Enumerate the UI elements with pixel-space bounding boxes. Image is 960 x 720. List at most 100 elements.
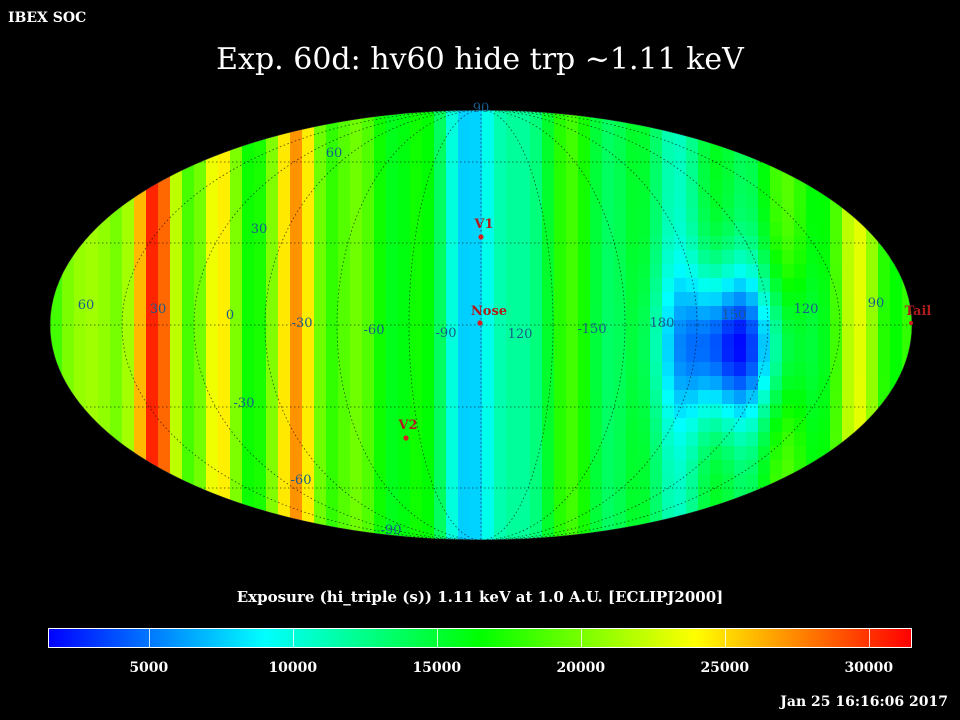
- map-cell: [686, 432, 699, 447]
- map-cell: [110, 292, 123, 307]
- map-cell: [206, 376, 219, 391]
- map-cell: [182, 488, 195, 503]
- map-cell: [842, 152, 855, 167]
- map-cell: [86, 306, 99, 321]
- map-cell: [374, 334, 387, 349]
- map-cell: [482, 222, 495, 237]
- map-cell: [158, 138, 171, 153]
- map-cell: [74, 208, 87, 223]
- map-cell: [758, 320, 771, 335]
- map-cell: [566, 502, 579, 517]
- map-cell: [290, 124, 303, 139]
- map-cell: [830, 404, 843, 419]
- map-cell: [542, 446, 555, 461]
- map-cell: [494, 306, 507, 321]
- map-cell: [446, 320, 459, 335]
- map-cell: [410, 432, 423, 447]
- colorbar-tick-label: 15000: [412, 660, 462, 676]
- map-cell: [794, 194, 807, 209]
- map-cell: [806, 320, 819, 335]
- map-cell: [614, 446, 627, 461]
- map-cell: [890, 166, 903, 181]
- map-cell: [302, 376, 315, 391]
- map-cell: [614, 222, 627, 237]
- map-cell: [590, 250, 603, 265]
- map-cell: [686, 208, 699, 223]
- map-cell: [446, 460, 459, 475]
- map-cell: [194, 446, 207, 461]
- map-cell: [242, 124, 255, 139]
- map-cell: [218, 474, 231, 489]
- map-cell: [458, 432, 471, 447]
- map-cell: [194, 152, 207, 167]
- map-cell: [578, 166, 591, 181]
- map-cell: [434, 460, 447, 475]
- map-cell: [842, 250, 855, 265]
- map-cell: [206, 334, 219, 349]
- map-cell: [866, 166, 879, 181]
- map-cell: [506, 278, 519, 293]
- map-cell: [602, 124, 615, 139]
- map-cell: [158, 446, 171, 461]
- map-cell: [866, 488, 879, 503]
- map-cell: [74, 250, 87, 265]
- map-cell: [422, 278, 435, 293]
- map-cell: [458, 138, 471, 153]
- map-cell: [314, 418, 327, 433]
- map-cell: [686, 404, 699, 419]
- map-cell: [758, 138, 771, 153]
- map-cell: [398, 488, 411, 503]
- map-cell: [518, 432, 531, 447]
- map-cell: [902, 460, 912, 475]
- map-cell: [518, 152, 531, 167]
- map-cell: [482, 488, 495, 503]
- map-cell: [626, 418, 639, 433]
- map-cell: [362, 166, 375, 181]
- map-cell: [74, 362, 87, 377]
- map-cell: [902, 390, 912, 405]
- map-cell: [290, 320, 303, 335]
- map-cell: [218, 152, 231, 167]
- map-cell: [686, 502, 699, 517]
- map-cell: [434, 166, 447, 181]
- map-cell: [566, 194, 579, 209]
- map-cell: [314, 138, 327, 153]
- map-cell: [770, 502, 783, 517]
- map-cell: [506, 166, 519, 181]
- map-cell: [62, 138, 75, 153]
- map-cell: [902, 432, 912, 447]
- map-cell: [878, 124, 891, 139]
- map-cell: [242, 320, 255, 335]
- map-cell: [890, 222, 903, 237]
- map-cell: [578, 320, 591, 335]
- lon-label: -150: [577, 322, 606, 337]
- map-cell: [818, 530, 831, 540]
- map-cell: [446, 194, 459, 209]
- map-cell: [170, 530, 183, 540]
- map-cell: [578, 516, 591, 531]
- map-cell: [626, 390, 639, 405]
- map-cell: [146, 208, 159, 223]
- map-cell: [242, 502, 255, 517]
- map-cell: [170, 376, 183, 391]
- map-cell: [722, 180, 735, 195]
- map-cell: [230, 152, 243, 167]
- v1-marker: [478, 234, 484, 240]
- map-cell: [782, 334, 795, 349]
- map-cell: [50, 278, 63, 293]
- map-cell: [374, 474, 387, 489]
- map-cell: [386, 432, 399, 447]
- map-cell: [722, 362, 735, 377]
- map-cell: [398, 390, 411, 405]
- map-cell: [566, 446, 579, 461]
- map-cell: [710, 194, 723, 209]
- map-cell: [782, 446, 795, 461]
- map-cell: [242, 180, 255, 195]
- map-cell: [902, 180, 912, 195]
- map-cell: [218, 222, 231, 237]
- map-cell: [530, 236, 543, 251]
- map-cell: [482, 278, 495, 293]
- map-cell: [818, 264, 831, 279]
- map-cell: [434, 138, 447, 153]
- map-cell: [434, 474, 447, 489]
